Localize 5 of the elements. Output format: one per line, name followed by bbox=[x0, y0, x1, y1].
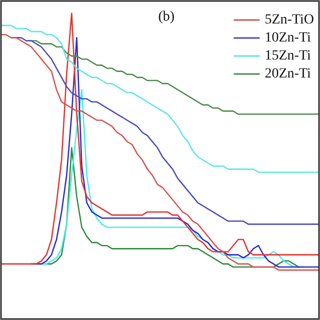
legend-label: 15Zn-Ti bbox=[264, 48, 311, 64]
legend-label: 20Zn-Ti bbox=[264, 66, 311, 82]
legend-label: 5Zn-TiO bbox=[264, 12, 314, 28]
legend-label: 10Zn-Ti bbox=[264, 30, 311, 46]
annotation: (b) bbox=[158, 10, 175, 25]
